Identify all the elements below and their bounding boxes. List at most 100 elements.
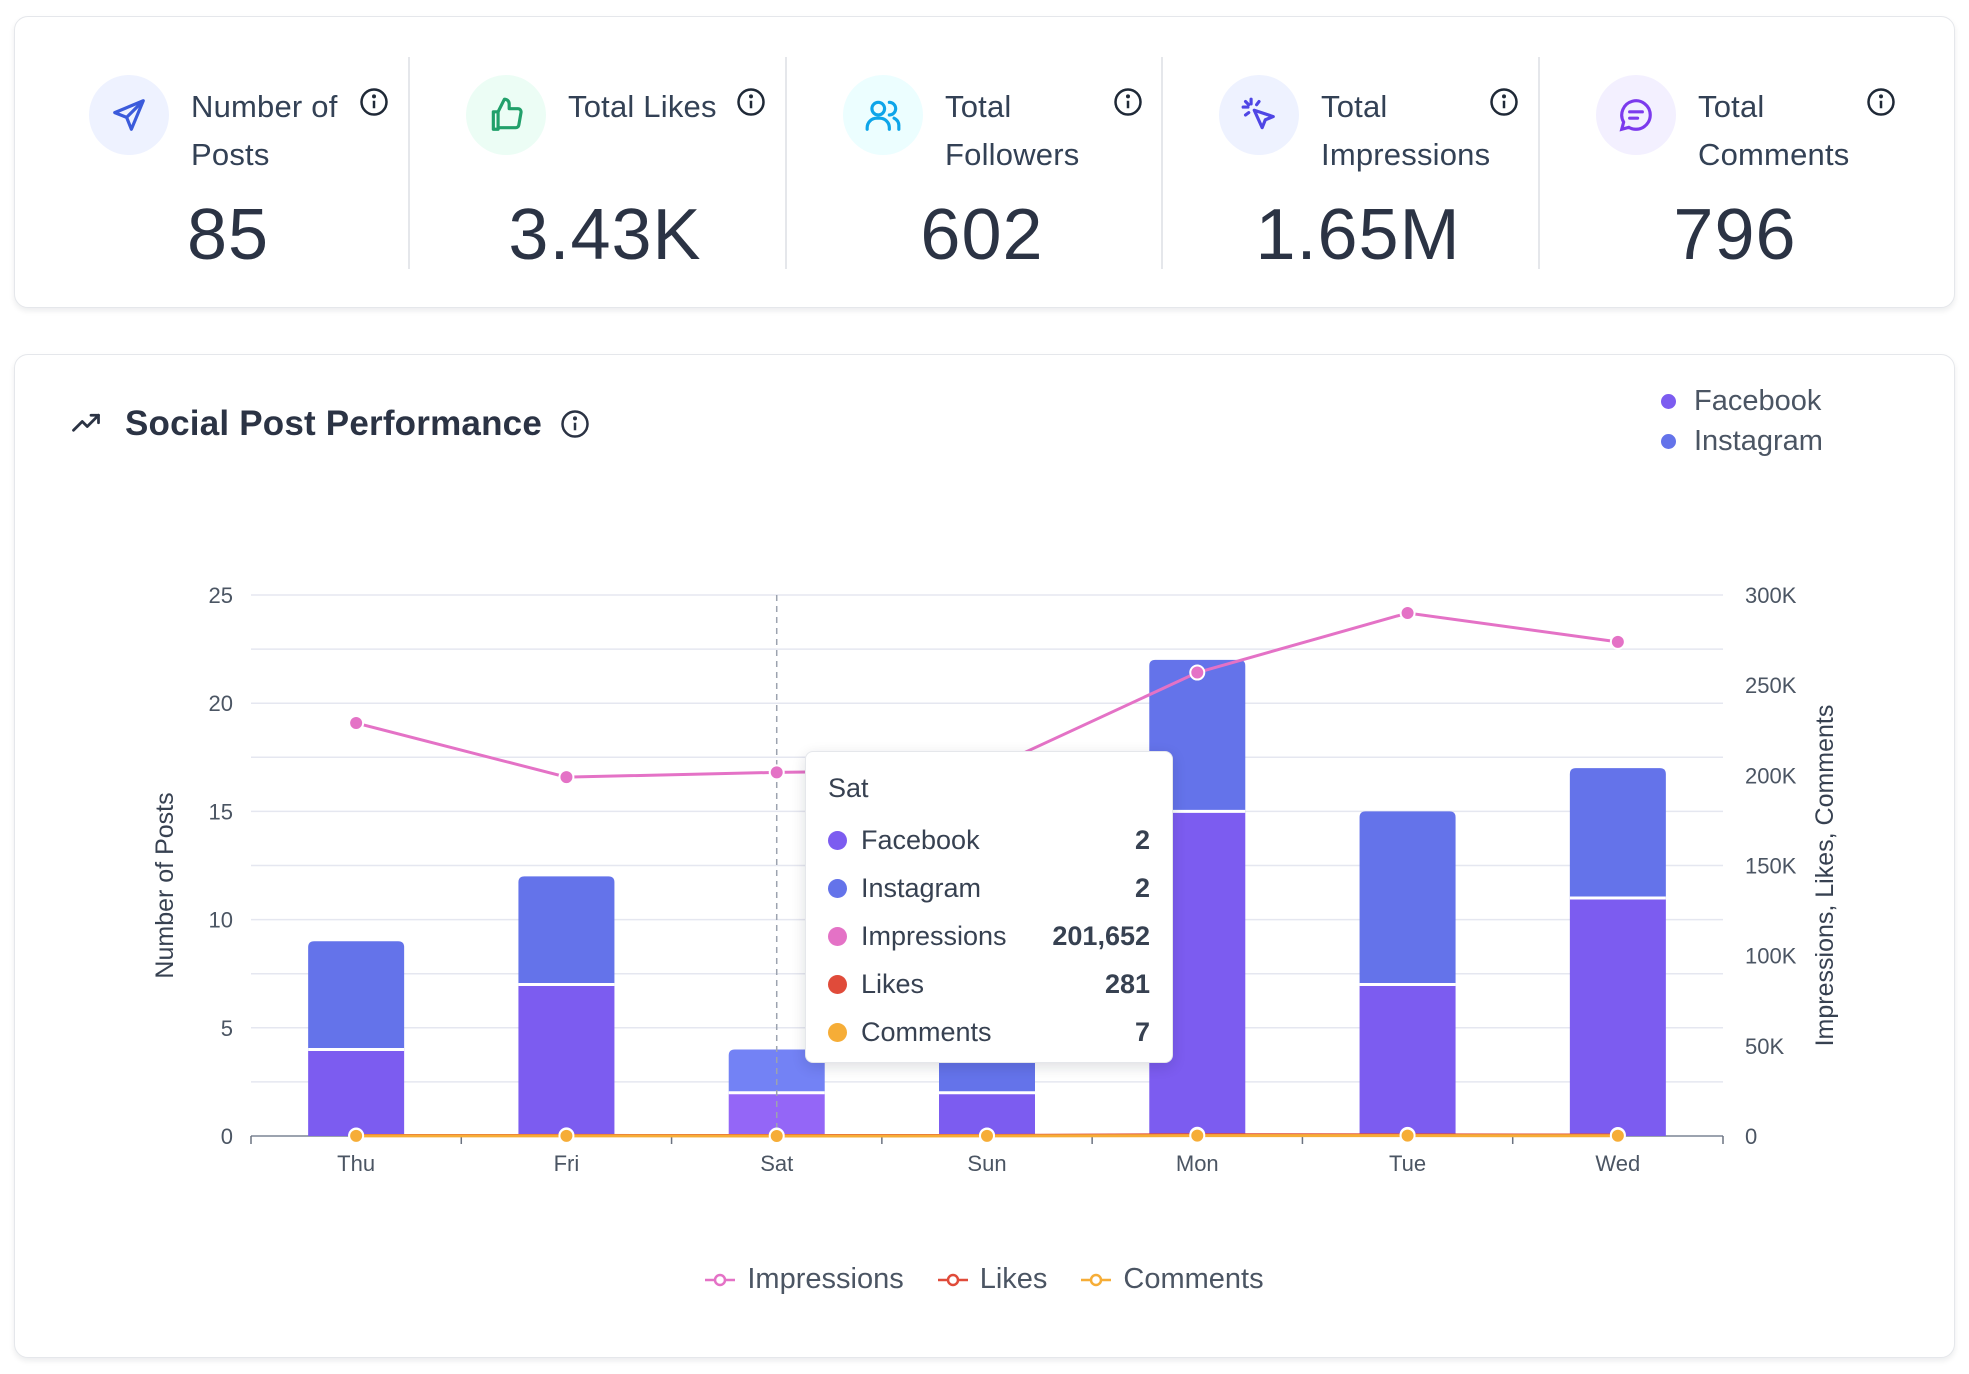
y-tick-label: 0: [221, 1124, 233, 1149]
tooltip-dot: [828, 926, 847, 946]
tooltip-dot: [828, 1022, 847, 1042]
point-comments[interactable]: [1189, 1127, 1206, 1144]
bar-facebook[interactable]: [1569, 897, 1666, 1136]
legend-item-impressions[interactable]: Impressions: [705, 1263, 904, 1296]
users-icon: [843, 75, 923, 155]
chart-title: Social Post Performance: [125, 404, 542, 443]
stat-label: Total Comments: [1698, 89, 1850, 172]
legend-label: Impressions: [747, 1263, 904, 1295]
point-comments[interactable]: [979, 1127, 995, 1144]
y2-tick-label: 200K: [1745, 763, 1797, 788]
point-impressions[interactable]: [558, 769, 575, 786]
x-tick-label: Mon: [1176, 1151, 1219, 1176]
legend-item-instagram[interactable]: Instagram: [1661, 425, 1823, 458]
point-impressions[interactable]: [348, 715, 365, 732]
stat-value: 1.65M: [1255, 195, 1461, 275]
stat-label: Total Followers: [945, 89, 1080, 172]
point-comments[interactable]: [1399, 1127, 1416, 1144]
stat-divider: [408, 57, 410, 269]
info-icon[interactable]: [1113, 87, 1143, 117]
tooltip-row-impressions: Impressions 201,652: [828, 912, 1150, 960]
bar-instagram[interactable]: [1359, 811, 1456, 985]
stat-divider: [1161, 57, 1163, 269]
point-comments[interactable]: [348, 1127, 365, 1144]
x-tick-label: Tue: [1389, 1151, 1426, 1176]
point-impressions[interactable]: [1189, 664, 1206, 681]
bar-facebook[interactable]: [308, 1049, 405, 1136]
info-icon[interactable]: [1866, 87, 1896, 117]
tooltip-value: 201,652: [1052, 920, 1150, 951]
tooltip-row-facebook: Facebook 2: [828, 816, 1150, 864]
legend-item-comments[interactable]: Comments: [1081, 1263, 1264, 1296]
stat-tile-total-likes: Total Likes 3.43K: [416, 57, 794, 275]
y2-tick-label: 100K: [1745, 944, 1797, 969]
bar-facebook[interactable]: [1359, 984, 1456, 1136]
chart-card: Social Post Performance Facebook Instagr…: [14, 354, 1955, 1358]
stat-value: 602: [920, 195, 1044, 275]
info-icon[interactable]: [560, 409, 590, 439]
info-icon[interactable]: [1489, 87, 1519, 117]
y-tick-label: 15: [209, 799, 233, 824]
y-tick-label: 20: [209, 691, 233, 716]
stats-card: Number of Posts 85 Total Likes 3.43K Tot…: [14, 16, 1955, 308]
tooltip-name: Instagram: [861, 872, 982, 903]
tooltip-dot: [828, 878, 847, 898]
y2-tick-label: 300K: [1745, 583, 1797, 608]
tooltip-name: Likes: [861, 968, 925, 999]
tooltip-row-instagram: Instagram 2: [828, 864, 1150, 912]
legend-item-likes[interactable]: Likes: [937, 1263, 1047, 1296]
stat-label: Number of Posts: [191, 89, 338, 172]
line-marker-icon: [1081, 1273, 1112, 1286]
info-icon[interactable]: [736, 87, 766, 117]
bar-instagram[interactable]: [1149, 659, 1246, 812]
tooltip-name: Impressions: [861, 920, 1007, 951]
y-tick-label: 10: [209, 908, 233, 933]
bar-instagram[interactable]: [518, 876, 615, 985]
thumbs-up-icon: [466, 75, 546, 155]
chart-tooltip: Sat Facebook 2 Instagram 2 Impressions 2…: [805, 751, 1173, 1063]
bar-facebook[interactable]: [518, 984, 615, 1136]
stat-tile-number-of-posts: Number of Posts 85: [39, 57, 417, 275]
tooltip-value: 7: [1134, 1016, 1150, 1047]
point-comments[interactable]: [558, 1127, 575, 1144]
bar-instagram[interactable]: [308, 941, 405, 1050]
message-circle-icon: [1596, 75, 1676, 155]
point-comments[interactable]: [768, 1127, 785, 1144]
y-tick-label: 5: [221, 1016, 233, 1041]
tooltip-name: Comments: [861, 1016, 992, 1047]
stat-value: 796: [1673, 195, 1797, 275]
stat-tile-total-followers: Total Followers 602: [793, 57, 1171, 275]
legend-label: Facebook: [1694, 385, 1822, 417]
x-tick-label: Fri: [554, 1151, 580, 1176]
y-axis-title: Number of Posts: [151, 792, 179, 978]
chart-legend-bottom: Impressions Likes Comments: [15, 1263, 1954, 1296]
bar-instagram[interactable]: [1569, 768, 1666, 898]
point-impressions[interactable]: [1399, 605, 1416, 622]
chart-header: Social Post Performance: [65, 399, 590, 449]
trending-up-icon: [72, 413, 100, 432]
y2-tick-label: 150K: [1745, 854, 1797, 879]
y2-tick-label: 0: [1745, 1124, 1757, 1149]
legend-dot: [1661, 434, 1676, 449]
legend-dot: [1661, 394, 1676, 409]
stat-tile-total-comments: Total Comments 796: [1546, 57, 1924, 275]
pointer-click-icon: [1219, 75, 1299, 155]
info-icon[interactable]: [359, 87, 389, 117]
x-tick-label: Wed: [1595, 1151, 1640, 1176]
legend-item-facebook[interactable]: Facebook: [1661, 385, 1821, 418]
tooltip-title: Sat: [828, 773, 869, 803]
stat-label: Total Impressions: [1321, 89, 1491, 172]
chart-plot[interactable]: 0 5 10 15 20 25 0 50K 100K 150K 200K 250K 300K Thu Fri…: [15, 355, 1956, 1359]
stat-label: Total Likes: [568, 89, 717, 124]
y-tick-label: 25: [209, 583, 233, 608]
y2-tick-label: 50K: [1745, 1034, 1784, 1059]
y2-axis-title: Impressions, Likes, Comments: [1811, 705, 1839, 1047]
x-tick-label: Sat: [760, 1151, 793, 1176]
point-impressions[interactable]: [768, 764, 785, 781]
tooltip-row-comments: Comments 7: [828, 1008, 1150, 1056]
point-impressions[interactable]: [1609, 633, 1626, 650]
stat-divider: [1538, 57, 1540, 269]
point-comments[interactable]: [1609, 1127, 1626, 1144]
x-tick-label: Thu: [337, 1151, 375, 1176]
stat-value: 85: [186, 195, 270, 275]
